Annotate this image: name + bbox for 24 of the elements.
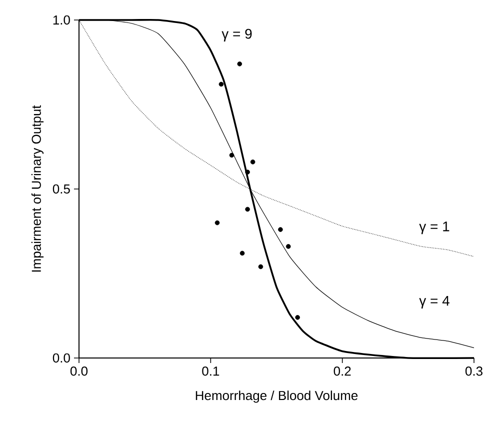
point bbox=[278, 227, 283, 232]
series-label: γ = 9 bbox=[222, 28, 252, 42]
x-tick-label: 0.1 bbox=[202, 366, 220, 376]
y-tick-label: 1.0 bbox=[53, 15, 70, 25]
series-label: γ = 4 bbox=[419, 296, 450, 308]
x-tick-label: 0.3 bbox=[465, 366, 482, 376]
point bbox=[245, 206, 250, 212]
point bbox=[250, 160, 256, 164]
point bbox=[295, 315, 300, 320]
point bbox=[286, 244, 291, 249]
point bbox=[214, 220, 220, 226]
point bbox=[218, 82, 224, 87]
point bbox=[258, 264, 264, 270]
y-tick-label: 0.5 bbox=[52, 184, 70, 194]
y-axis-title: Impairment of Urinary Output bbox=[31, 105, 44, 272]
series-label: γ = 1 bbox=[419, 222, 450, 234]
y-tick-label: 0.0 bbox=[52, 353, 70, 363]
x-axis-title: Hemorrhage / Blood Volume bbox=[196, 390, 358, 403]
point bbox=[240, 250, 245, 256]
point bbox=[237, 62, 242, 66]
x-tick-label: 0.2 bbox=[334, 366, 351, 376]
point bbox=[245, 170, 250, 174]
point bbox=[229, 152, 234, 158]
x-tick-label: 0.0 bbox=[70, 366, 88, 376]
